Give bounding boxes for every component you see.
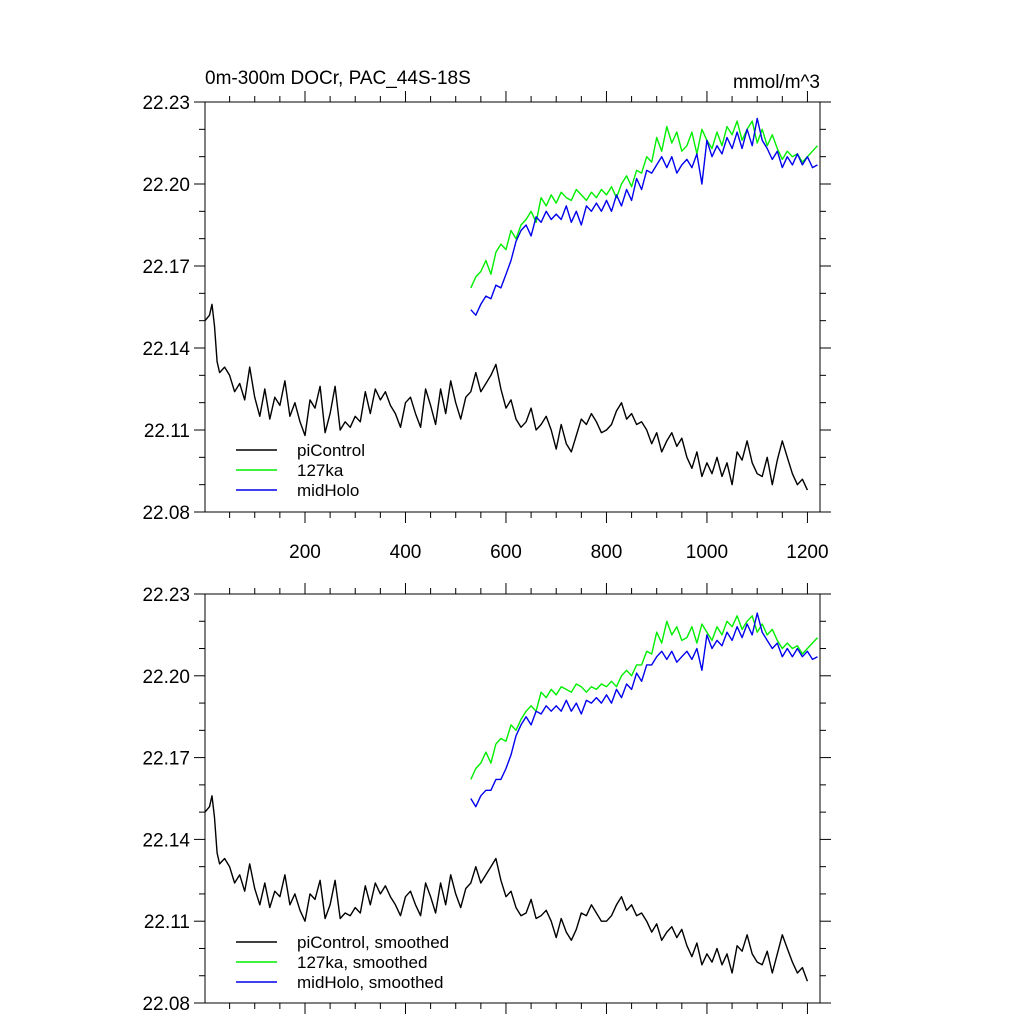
chart-panel-top: 22.08 22.11 22.14 22.17 22.20 22.23 200 400 600 8… [142, 68, 831, 563]
y-tick-label: 22.08 [142, 994, 190, 1015]
chart-title: 0m-300m DOCr, PAC_44S-18S [205, 68, 471, 89]
x-tick-label: 1000 [686, 542, 728, 563]
plot-frame [204, 593, 821, 1004]
plot-frame [204, 101, 821, 513]
legend-label: midHolo [297, 481, 359, 500]
legend-label: piControl [297, 441, 365, 460]
legend-label: 127ka [297, 461, 344, 480]
y-tick-label: 22.23 [142, 585, 190, 606]
x-tick-label: 1200 [786, 542, 828, 563]
y-tick-label: 22.20 [142, 175, 190, 196]
units-label: mmol/m^3 [733, 72, 820, 93]
series-line-2 [470, 612, 818, 808]
y-tick-label: 22.17 [142, 749, 190, 770]
y-tick-label: 22.23 [142, 93, 190, 114]
x-tick-label: 400 [390, 542, 422, 563]
legend-label: midHolo, smoothed [297, 973, 443, 992]
y-tick-label: 22.11 [144, 912, 190, 933]
y-tick-label: 22.17 [142, 257, 190, 278]
x-tick-label: 600 [490, 542, 522, 563]
series-line-2 [470, 117, 818, 316]
x-tick-label: 800 [591, 542, 623, 563]
series-line-0 [204, 795, 809, 982]
series-line-1 [470, 615, 819, 780]
series-line-1 [470, 120, 819, 289]
y-tick-label: 22.20 [142, 667, 190, 688]
y-tick-label: 22.14 [142, 830, 190, 851]
y-tick-label: 22.11 [144, 421, 190, 442]
y-tick-label: 22.14 [142, 339, 190, 360]
series-line-0 [204, 303, 809, 491]
x-tick-label: 200 [289, 542, 321, 563]
legend-label: piControl, smoothed [297, 933, 449, 952]
legend-label: 127ka, smoothed [297, 953, 427, 972]
y-tick-label: 22.08 [142, 503, 190, 524]
chart-panel-bottom: 22.08 22.11 22.14 22.17 22.20 22.23 piControl,… [142, 583, 831, 1015]
